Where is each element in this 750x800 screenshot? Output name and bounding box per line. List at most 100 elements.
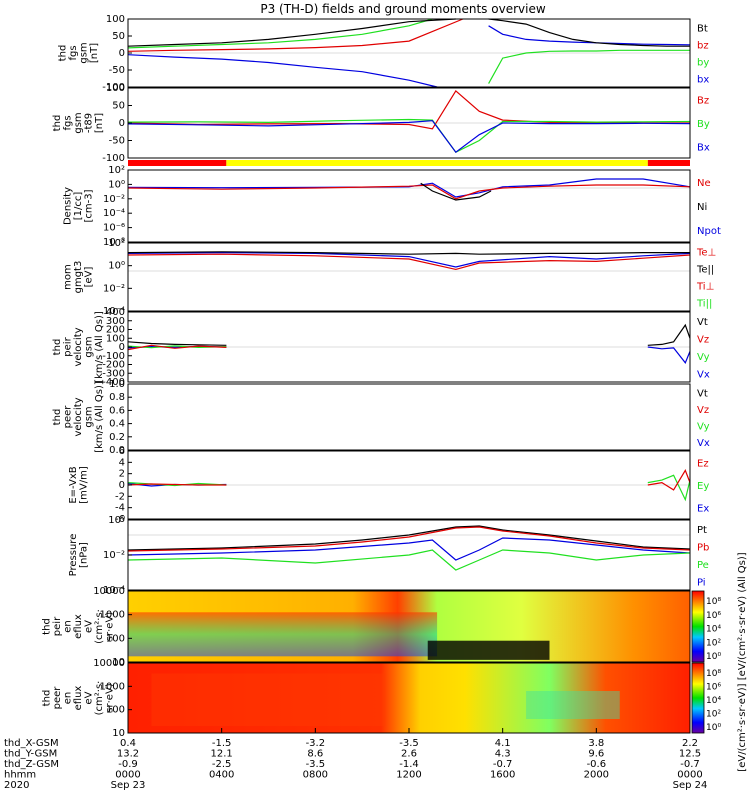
y-axis-label: thd peer en eflux eV (cm²·s· sr·eV) (42, 681, 116, 716)
y-tick-label: 50 (112, 31, 125, 42)
y-tick-label: 10⁻² (103, 283, 125, 294)
legend-entry: Bx (697, 142, 710, 153)
y-tick-label: -4 (115, 503, 125, 514)
panel-peer-velocity: 1.0 0.8 0.6 0.4 0.2 0.0 thd peer velocity gsm [km/… (52, 379, 710, 456)
time-axis-value: -0.7 (493, 759, 513, 770)
panel-peir-en-eflux: 10000 1000 100 10 thd peir en eflux eV (cm²·s· sr·… (42, 586, 691, 668)
legend-entry: Vx (697, 369, 710, 380)
legend-entry: Vy (697, 352, 710, 363)
colorbar-tick-label: 10⁸ (706, 669, 721, 679)
series-line-pt (127, 525, 691, 551)
time-axis-value: -1.5 (212, 738, 232, 749)
time-axis-value: 9.6 (588, 749, 604, 760)
y-axis-label: Pressure [nPa] (68, 534, 90, 577)
y-tick-label: 10⁻⁴ (103, 306, 125, 317)
panel-fgs-gsm: 100 50 0 -50 -100 thd fgs gsm [nT] Bt bz by bx (57, 14, 709, 93)
y-axis-label-line: fgs (63, 115, 74, 130)
colorbar-tick-label: 10⁴ (706, 696, 721, 706)
time-axis-value: -0.9 (118, 759, 138, 770)
y-tick-label: 1.0 (109, 379, 125, 390)
time-axis-row-label: thd_Y-GSM (4, 749, 57, 760)
y-axis-label-line: Pressure (68, 534, 79, 577)
y-tick-label: -6 (115, 514, 125, 525)
series-line-te (127, 251, 690, 255)
y-tick-label: 100 (106, 633, 125, 644)
y-tick-label: 1000 (100, 610, 125, 621)
series-line-bz (127, 18, 464, 52)
colorbar-label: [eV/(cm²·s·sr·eV)] [eV/(cm²·s·sr·eV) (Al… (737, 552, 748, 771)
time-axis-value: Sep 23 (111, 780, 146, 791)
mode-bar-segment (647, 160, 690, 166)
legend-entry: Ey (697, 481, 709, 492)
series-line-bx (127, 120, 691, 154)
mode-bar-segment (226, 160, 648, 166)
y-axis-label-line: peer (63, 405, 74, 429)
y-axis-label-line: thd (52, 115, 63, 132)
time-axis-value: -3.5 (306, 759, 326, 770)
legend-entry: Vt (697, 317, 708, 328)
y-axis-label: Density [1/cc] [cm-3] (63, 187, 95, 225)
y-tick-label: 0 (119, 342, 125, 353)
time-axis-value: 1200 (396, 770, 421, 781)
y-tick-label: -200 (102, 360, 125, 371)
y-axis-label-line: fgs (68, 45, 79, 60)
y-axis-label-line: velocity (73, 327, 84, 366)
y-axis-label-line: thd (57, 45, 68, 62)
y-tick-label: 10000 (93, 586, 125, 597)
series-line-ni (420, 182, 492, 201)
y-axis-label-line: thd (42, 690, 53, 707)
series-line-vt (647, 323, 691, 346)
y-tick-label: 0.4 (109, 419, 125, 430)
panel-peer-en-eflux: 10000 1000 100 10 thd peer en eflux eV (cm²·s· sr·… (42, 658, 691, 739)
time-axis-value: -3.2 (306, 738, 326, 749)
y-tick-label: 10000 (93, 658, 125, 669)
y-axis-label: thd peir en eflux eV (cm²·s· sr·eV) (42, 609, 116, 644)
colorbar (691, 590, 705, 663)
y-tick-label: 10⁰ (108, 179, 125, 190)
y-tick-label: -100 (102, 82, 125, 93)
time-axis-value: -2.5 (212, 759, 232, 770)
y-tick-label: 1000 (100, 681, 125, 692)
y-axis-label-line: eV (84, 620, 95, 633)
time-axis-value: 2.2 (682, 738, 698, 749)
time-axis-value: 2.6 (401, 749, 417, 760)
colorbar-tick-label: 10⁴ (706, 625, 721, 635)
colorbar-tick-label: 10⁰ (706, 652, 721, 662)
y-axis-label-line: E=-VxB (68, 466, 79, 503)
y-axis-label-line: [1/cc] (73, 192, 84, 221)
y-axis-label-line: (cm²·s· (94, 609, 105, 644)
y-axis-label-line: sr·eV) (105, 683, 116, 712)
legend-entry: Ti|| (696, 299, 712, 310)
y-axis-label: thd peer velocity gsm [km/s (All Qs)] (52, 381, 105, 453)
colorbar-label-text: [eV/(cm²·s·sr·eV)] [eV/(cm²·s·sr·eV) (Al… (737, 552, 748, 771)
legend-entry: bz (697, 41, 709, 52)
y-axis-label-line: [nT] (94, 113, 105, 133)
y-tick-label: 10⁻⁴ (103, 585, 125, 596)
y-tick-label: -50 (109, 136, 125, 147)
time-axis-value: 1600 (490, 770, 515, 781)
legend-entry: Pb (697, 542, 709, 553)
spectrogram-fill (128, 663, 690, 733)
series-line-ti (127, 251, 691, 268)
mode-bar-segment (128, 160, 227, 166)
series-line-bt (488, 18, 690, 47)
y-tick-label: -2 (115, 491, 125, 502)
time-axis-value: -3.5 (399, 738, 419, 749)
y-tick-label: 0 (119, 48, 125, 59)
spectrogram-band (526, 691, 620, 719)
time-axis-value: 0000 (677, 770, 702, 781)
y-tick-label: 10⁻⁶ (103, 223, 125, 234)
series-line-ne (127, 184, 691, 200)
y-axis-label: mom gmgt3 [eV] (63, 261, 95, 294)
series-line-pe (127, 549, 691, 571)
legend-entry: bx (697, 75, 709, 86)
panel-pressure: 10⁰ 10⁻² 10⁻⁴ Pressure [nPa] Pt Pb Pe Pi (68, 515, 710, 596)
colorbar-layer: 10⁸ 10⁶ 10⁴ 10² 10⁰ 10⁸ 10⁶ 10⁴ 10² 10⁰ [eV/(cm²·s… (691, 552, 748, 772)
time-axis-value: 12.5 (679, 749, 701, 760)
legend-entry: By (697, 119, 710, 130)
series-line-vx (647, 346, 691, 364)
colorbar-tick-label: 10⁰ (706, 723, 721, 733)
